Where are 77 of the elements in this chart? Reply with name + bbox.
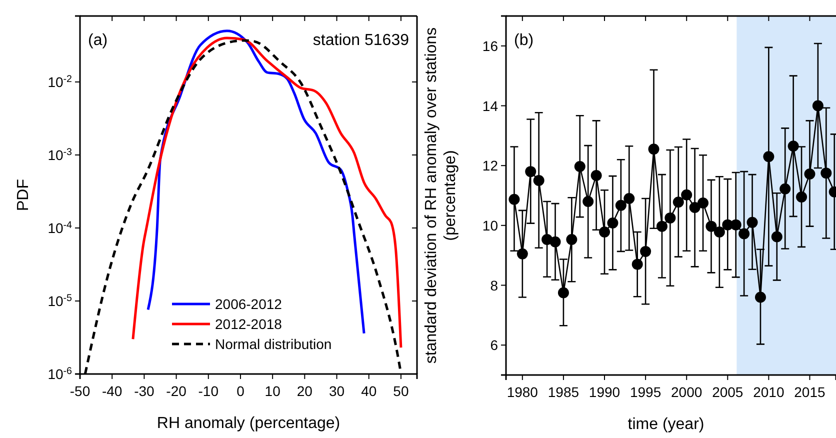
x-tick-label: -30 [134,383,155,399]
point [738,228,750,240]
legend-label: 2006-2012 [215,296,282,312]
point [516,248,528,260]
x-tick-label: -50 [70,383,90,399]
y-tick-label: 10$^{-6}$ [48,366,73,382]
x-tick-label: -20 [166,383,187,399]
x-tick-label: 10 [264,383,281,399]
x-tick-label: 30 [328,383,345,399]
point [640,246,652,257]
x-tick-label: 1985 [548,384,580,400]
point [812,100,824,112]
x-tick-label: 20 [296,383,313,399]
x-tick-label: -10 [198,383,219,399]
point [615,200,626,211]
point [820,168,832,179]
point [706,220,717,232]
x-tick-label: 2005 [712,384,744,400]
annotation: station 51639 [312,32,410,49]
point [763,151,774,162]
point [804,168,816,180]
x-tick-label: 40 [361,383,377,399]
y-tick-label: 10$^{-4}$ [48,219,73,236]
point [648,144,660,155]
point [533,175,544,186]
point [664,212,676,224]
point [788,140,799,152]
point [746,216,758,228]
point [525,166,536,178]
point [590,170,602,181]
x-tick-label: 0 [236,383,245,399]
point [672,196,684,208]
x-tick-label: 2015 [794,384,826,400]
point [582,196,594,207]
point [681,189,692,200]
y-tick-label: 6 [490,337,498,354]
y-tick-label: 10 [482,217,498,234]
point [632,258,643,270]
x-tick-label: 2000 [671,384,702,400]
y-tick-label: 10$^{-5}$ [48,292,73,309]
x-tick-label: 50 [393,383,409,399]
point [656,220,668,232]
point [550,236,561,248]
point [566,234,578,245]
annotation: (a) [88,32,108,49]
point [754,292,766,303]
x-axis-title: time (year) [628,416,704,433]
point [796,191,808,202]
point [689,202,700,213]
point [607,218,618,229]
y-axis-title: standard deviation of RH anomaly over stations (percentage) [423,27,459,364]
y-tick-label: 8 [490,277,498,294]
legend-label: 2012-2018 [215,316,282,332]
point [780,183,791,194]
x-axis-title: RH anomaly (percentage) [156,415,340,432]
point [771,231,782,242]
x-tick-label: 1990 [588,384,620,400]
y-axis-title: PDF [15,178,32,211]
point [599,226,610,238]
point [508,194,520,205]
point [624,192,635,204]
y-tick-label: 14 [482,98,498,114]
point [558,287,569,298]
y-tick-label: 10$^{-3}$ [48,146,73,163]
annotation: (b) [514,32,534,49]
legend-label: Normal distribution [215,336,332,352]
point [698,197,709,208]
point [714,226,725,238]
point [730,219,742,230]
x-tick-label: 1980 [506,384,538,400]
x-tick-label: -40 [102,383,122,399]
x-tick-label: 2010 [753,384,784,400]
y-tick-label: 16 [482,38,498,54]
y-tick-label: 12 [482,158,498,174]
point [574,160,586,172]
x-tick-label: 1995 [630,384,662,400]
y-tick-label: 10$^{-2}$ [48,73,72,90]
